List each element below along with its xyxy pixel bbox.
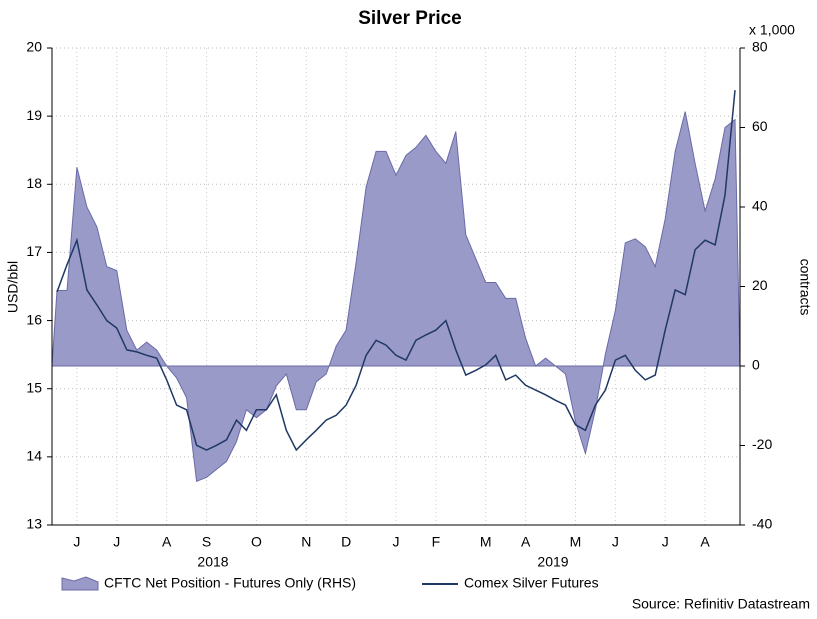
year-label: 2019	[537, 554, 568, 570]
y2-unit: x 1,000	[749, 22, 795, 38]
year-label: 2018	[197, 554, 228, 570]
y2-tick-label: 20	[752, 277, 768, 293]
x-tick-label: J	[393, 534, 400, 550]
x-tick-label: J	[662, 534, 669, 550]
x-tick-label: F	[432, 534, 441, 550]
x-tick-label: J	[612, 534, 619, 550]
y2-tick-label: 40	[752, 198, 768, 214]
line	[56, 90, 736, 452]
x-tick-label: A	[162, 534, 172, 550]
y-tick-label: 15	[26, 379, 42, 395]
x-tick-label: M	[570, 534, 582, 550]
y-tick-label: 14	[26, 448, 42, 464]
y-tick-label: 17	[26, 243, 42, 259]
y2-tick-label: -40	[752, 516, 772, 532]
legend-label: CFTC Net Position - Futures Only (RHS)	[104, 575, 356, 591]
x-tick-label: A	[700, 534, 710, 550]
x-tick-label: O	[251, 534, 262, 550]
x-tick-label: S	[202, 534, 211, 550]
x-tick-label: D	[341, 534, 351, 550]
source: Source: Refinitiv Datastream	[632, 596, 810, 612]
x-tick-label: J	[113, 534, 120, 550]
y2-tick-label: 60	[752, 118, 768, 134]
x-tick-label: J	[73, 534, 80, 550]
y2-tick-label: 80	[752, 39, 768, 55]
y-tick-label: 19	[26, 107, 42, 123]
legend-swatch	[61, 576, 99, 591]
y-tick-label: 13	[26, 516, 42, 532]
y2-axis-label: contracts	[797, 259, 813, 316]
x-tick-label: N	[301, 534, 311, 550]
y2-tick-label: 0	[752, 357, 760, 373]
y-tick-label: 18	[26, 175, 42, 191]
y2-tick-label: -20	[752, 436, 772, 452]
chart-title: Silver Price	[358, 8, 462, 29]
y-axis-label: USD/bbl	[5, 261, 21, 313]
area	[51, 111, 741, 483]
y-tick-label: 20	[26, 39, 42, 55]
x-tick-label: M	[480, 534, 492, 550]
y-tick-label: 16	[26, 311, 42, 327]
legend-label: Comex Silver Futures	[464, 575, 599, 591]
x-tick-label: A	[521, 534, 531, 550]
